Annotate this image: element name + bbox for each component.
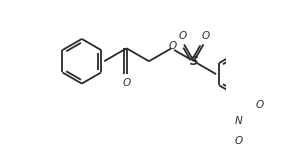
Text: N: N — [235, 116, 243, 126]
Text: O: O — [169, 41, 176, 51]
Text: O: O — [201, 31, 209, 41]
Text: S: S — [189, 55, 198, 68]
Text: O: O — [123, 78, 131, 88]
Text: O: O — [178, 31, 186, 41]
Text: O: O — [255, 100, 264, 110]
Text: O: O — [234, 136, 243, 146]
